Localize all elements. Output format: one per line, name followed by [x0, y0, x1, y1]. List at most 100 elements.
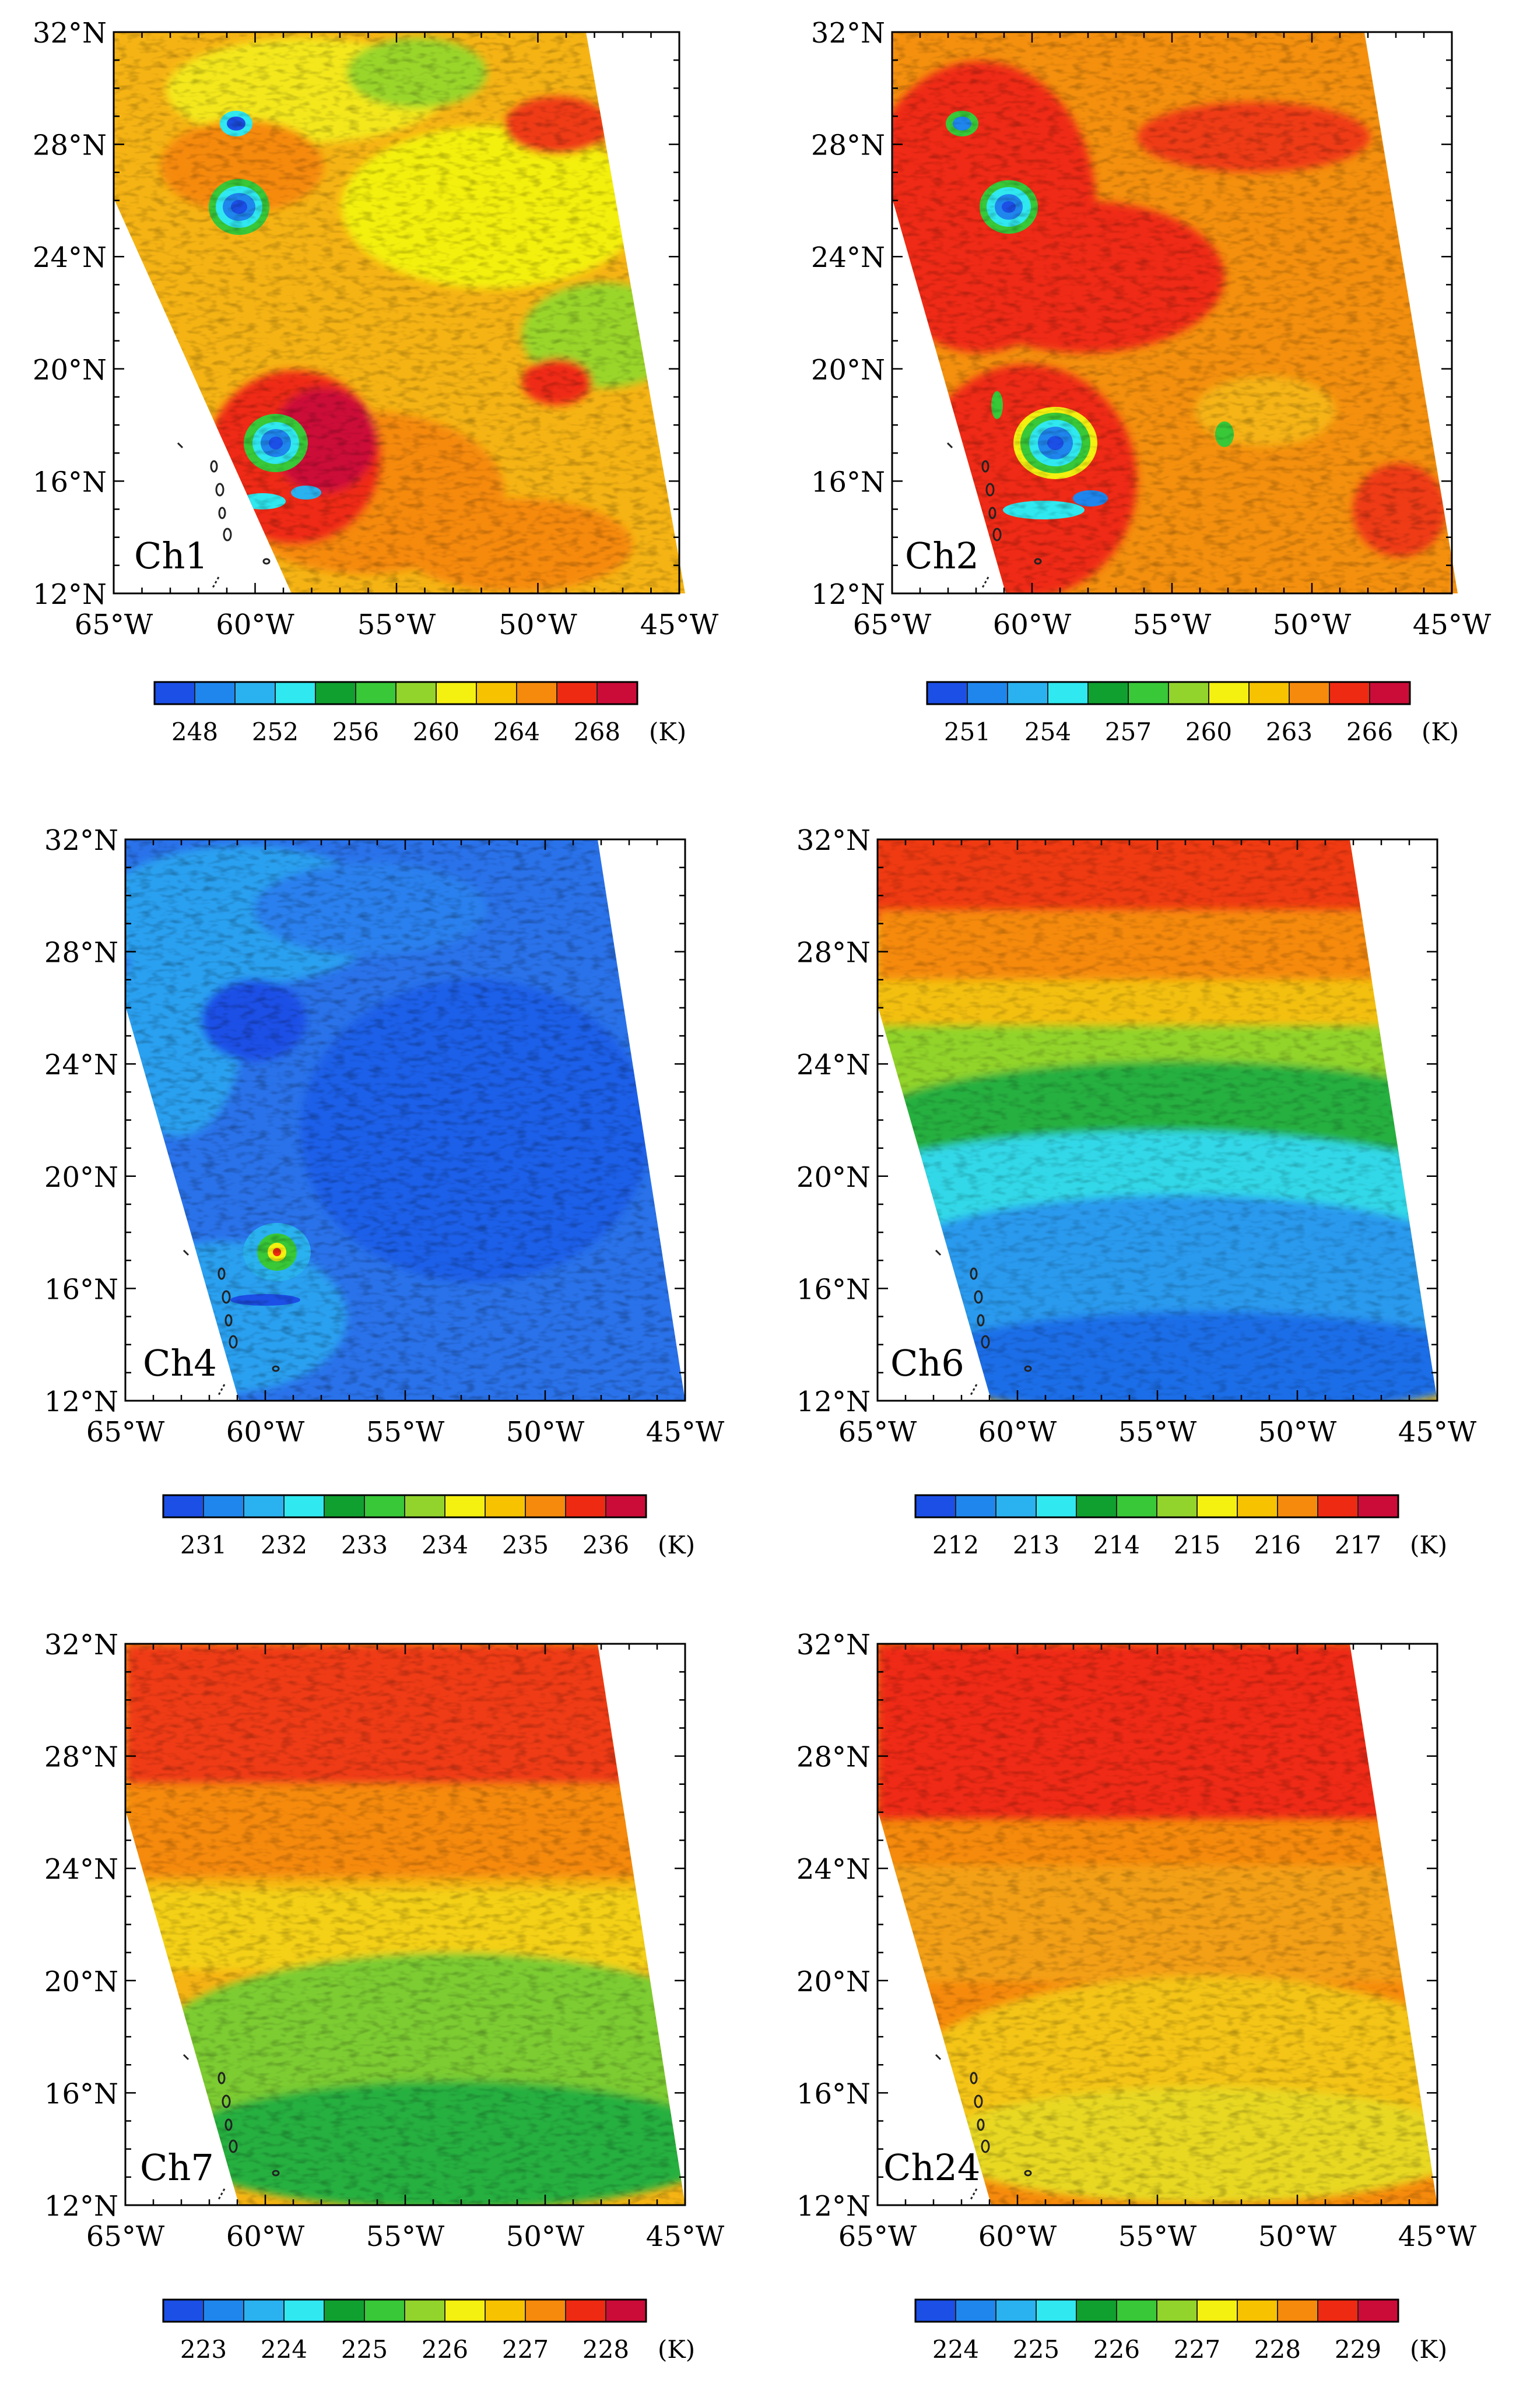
lon-label: 55°W	[1118, 1416, 1197, 1449]
colorbar-segment	[203, 2299, 244, 2322]
lat-label: 16°N	[33, 466, 107, 498]
colorbar-tick-label: 252	[252, 718, 299, 746]
lat-label: 28°N	[796, 937, 871, 969]
colorbar-segment	[1036, 1495, 1077, 1518]
lat-label: 24°N	[796, 1853, 871, 1886]
colorbar-segment	[395, 681, 437, 705]
colorbar-segment	[1168, 681, 1209, 705]
colorbar-segment	[995, 2299, 1037, 2322]
colorbar-segment	[955, 2299, 996, 2322]
colorbar-segment	[364, 1495, 405, 1518]
lat-label: 28°N	[796, 1741, 871, 1774]
colorbar-segment	[1047, 681, 1089, 705]
map-axes: 32°N 28°N 24°N 20°N 16°N 12°N65°W 60°W 55°W 50°W…	[33, 17, 719, 641]
colorbar-tick-label: 214	[1093, 1531, 1140, 1559]
colorbar-segment	[324, 2299, 365, 2322]
lat-label: 24°N	[44, 1853, 118, 1886]
colorbar-segment	[596, 681, 638, 705]
lat-label: 20°N	[796, 1161, 871, 1194]
colorbar-unit: (K)	[658, 2335, 695, 2364]
lat-label: 12°N	[44, 1386, 118, 1418]
colorbar-frame	[926, 681, 1411, 705]
colorbar-tick-label: 251	[944, 718, 991, 746]
colorbar-segment	[275, 681, 316, 705]
lon-label: 50°W	[506, 2220, 585, 2253]
colorbar-segment	[1076, 2299, 1117, 2322]
lat-label: 32°N	[811, 17, 885, 50]
lat-label: 32°N	[796, 1629, 871, 1661]
colorbar-tick-label: 266	[1346, 718, 1393, 746]
colorbar-segment	[1007, 681, 1048, 705]
colorbar-segment	[1036, 2299, 1077, 2322]
colorbar-segment	[315, 681, 356, 705]
brightness-temperature-field	[892, 32, 1458, 593]
colorbar-tick-label: 248	[171, 718, 218, 746]
lon-label: 55°W	[1118, 2220, 1197, 2253]
colorbar-segment	[565, 2299, 606, 2322]
colorbar-unit: (K)	[649, 718, 686, 746]
colorbar-segment	[1357, 2299, 1399, 2322]
colorbar-tick-label: 225	[1013, 2335, 1059, 2364]
colorbar-segment	[203, 1495, 244, 1518]
colorbar-ch2: 251 254 257 260 263 266 (K)	[926, 681, 1459, 746]
lon-label: 55°W	[1133, 609, 1212, 641]
lon-label: 50°W	[1258, 1416, 1337, 1449]
island-outlines	[177, 442, 271, 588]
lon-label: 55°W	[366, 1416, 445, 1449]
colorbar-segment	[324, 1495, 365, 1518]
lon-label: 60°W	[993, 609, 1072, 641]
panel-ch2: 32°N 28°N 24°N 20°N 16°N 12°N65°W 60°W 55°W 50°W…	[811, 17, 1492, 641]
panel-ch24: 32°N 28°N 24°N 20°N 16°N 12°N65°W 60°W 55°W 50°W…	[796, 1629, 1477, 2253]
map-axes: 32°N 28°N 24°N 20°N 16°N 12°N65°W 60°W 55°W 50°W…	[44, 824, 725, 1449]
colorbar-segment	[1116, 2299, 1157, 2322]
lon-label: 45°W	[646, 2220, 725, 2253]
lat-label: 24°N	[33, 241, 107, 274]
colorbar-tick-label: 224	[261, 2335, 307, 2364]
lat-label: 16°N	[796, 2077, 871, 2110]
lon-label: 60°W	[978, 2220, 1057, 2253]
panel-label: Ch6	[890, 1342, 964, 1384]
colorbar-segment	[967, 681, 1008, 705]
colorbar-segment	[1208, 681, 1250, 705]
colorbar-segment	[1329, 681, 1370, 705]
lat-label: 24°N	[811, 241, 885, 274]
colorbar-segment	[163, 2299, 204, 2322]
panel-ch7: 32°N 28°N 24°N 20°N 16°N 12°N65°W 60°W 55°W 50°W…	[44, 1629, 725, 2253]
lat-label: 20°N	[796, 1966, 871, 1998]
colorbar-segment	[1237, 1495, 1278, 1518]
colorbar-segment	[1087, 681, 1129, 705]
colorbar-segment	[525, 2299, 566, 2322]
lon-label: 65°W	[838, 1416, 917, 1449]
lon-label: 65°W	[86, 1416, 165, 1449]
lon-label: 50°W	[1273, 609, 1352, 641]
lon-label: 60°W	[226, 1416, 305, 1449]
lon-label: 65°W	[838, 2220, 917, 2253]
colorbar-ch6: 212 213 214 215 216 217 (K)	[914, 1494, 1447, 1559]
lat-label: 28°N	[33, 129, 107, 162]
brightness-temperature-field	[878, 839, 1437, 1401]
colorbar-unit: (K)	[1410, 1531, 1447, 1559]
lat-label: 32°N	[44, 1629, 118, 1661]
colorbar-segment	[1156, 1495, 1198, 1518]
lat-label: 20°N	[811, 354, 885, 386]
colorbar-segment	[436, 681, 477, 705]
colorbar-unit: (K)	[1422, 718, 1459, 746]
colorbar-segment	[1248, 681, 1290, 705]
colorbar-segment	[1156, 2299, 1198, 2322]
panel-label: Ch24	[883, 2146, 980, 2189]
colorbar-ch24: 224 225 226 227 228 229 (K)	[914, 2298, 1447, 2364]
colorbar-frame	[914, 2298, 1399, 2323]
colorbar-tick-label: 217	[1335, 1531, 1381, 1559]
lon-label: 45°W	[646, 1416, 725, 1449]
colorbar-frame	[914, 1494, 1399, 1518]
lon-label: 55°W	[366, 2220, 445, 2253]
island-outlines	[946, 442, 1042, 588]
colorbar-segment	[355, 681, 396, 705]
lat-label: 28°N	[44, 937, 118, 969]
colorbar-tick-label: 257	[1105, 718, 1152, 746]
colorbar-segment	[556, 681, 598, 705]
panel-label: Ch4	[143, 1342, 217, 1384]
lon-label: 60°W	[226, 2220, 305, 2253]
lon-label: 50°W	[499, 609, 577, 641]
